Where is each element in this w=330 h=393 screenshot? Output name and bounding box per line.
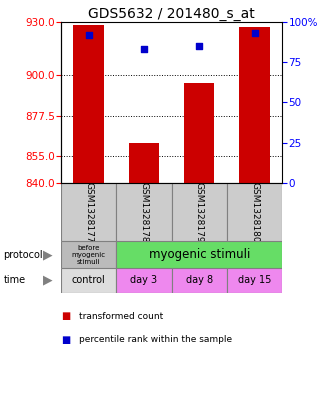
Bar <box>116 241 282 268</box>
Bar <box>239 27 270 183</box>
Bar <box>129 143 159 183</box>
Bar <box>227 183 282 241</box>
Text: before
myogenic
stimuli: before myogenic stimuli <box>72 245 106 264</box>
Bar <box>172 268 227 293</box>
Text: ■: ■ <box>61 311 70 321</box>
Text: day 8: day 8 <box>186 275 213 285</box>
Text: transformed count: transformed count <box>79 312 163 321</box>
Text: GSM1328178: GSM1328178 <box>140 182 148 242</box>
Title: GDS5632 / 201480_s_at: GDS5632 / 201480_s_at <box>88 7 255 20</box>
Bar <box>184 83 214 183</box>
Bar <box>74 25 104 183</box>
Text: control: control <box>72 275 106 285</box>
Text: percentile rank within the sample: percentile rank within the sample <box>79 336 232 344</box>
Text: ■: ■ <box>61 335 70 345</box>
Point <box>141 46 147 52</box>
Bar <box>61 268 116 293</box>
Text: myogenic stimuli: myogenic stimuli <box>148 248 250 261</box>
Text: GSM1328179: GSM1328179 <box>195 182 204 242</box>
Text: ▶: ▶ <box>43 274 53 287</box>
Bar <box>61 241 116 268</box>
Text: ▶: ▶ <box>43 248 53 261</box>
Point <box>197 43 202 49</box>
Bar <box>172 183 227 241</box>
Bar <box>116 268 172 293</box>
Bar <box>61 183 116 241</box>
Text: GSM1328180: GSM1328180 <box>250 182 259 242</box>
Text: GSM1328177: GSM1328177 <box>84 182 93 242</box>
Text: time: time <box>3 275 25 285</box>
Bar <box>116 183 172 241</box>
Point <box>86 31 91 38</box>
Bar <box>227 268 282 293</box>
Text: protocol: protocol <box>3 250 43 260</box>
Text: day 3: day 3 <box>130 275 157 285</box>
Text: day 15: day 15 <box>238 275 271 285</box>
Point <box>252 30 257 36</box>
